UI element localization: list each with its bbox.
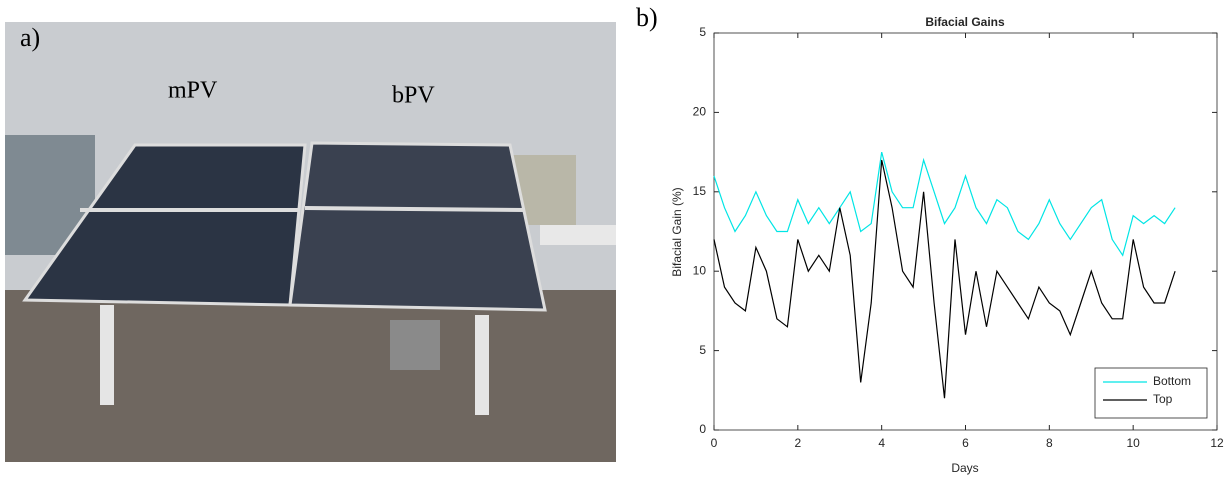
x-tick-label: 2: [794, 436, 801, 450]
x-tick-label: 12: [1210, 436, 1224, 450]
legend-label: Bottom: [1153, 374, 1191, 388]
caption: mPV: [168, 78, 218, 104]
panel-bpv: [288, 141, 547, 312]
y-axis-label: Bifacial Gain (%): [670, 187, 684, 276]
series-line: [713, 151, 1176, 257]
frame: [304, 206, 526, 212]
x-tick-label: 0: [711, 436, 718, 450]
post: [475, 315, 489, 415]
y-tick-label: 5: [699, 25, 706, 39]
x-tick-label: 4: [878, 436, 885, 450]
y-tick-label: 5: [699, 343, 706, 357]
x-tick-label: 6: [962, 436, 969, 450]
roof: [5, 290, 616, 462]
legend: [1094, 367, 1208, 419]
x-tick-label: 8: [1046, 436, 1053, 450]
y-tick-label: 10: [693, 263, 707, 277]
y-tick-label: 20: [693, 105, 707, 119]
plot-area: [713, 32, 1218, 431]
x-tick-label: 10: [1126, 436, 1140, 450]
panel-label: b): [636, 3, 658, 32]
y-tick-label: 0: [699, 422, 706, 436]
pipe: [540, 225, 616, 245]
box: [390, 320, 440, 370]
panel-label: a): [20, 23, 40, 52]
y-tick-label: 15: [693, 184, 707, 198]
legend-label: Top: [1153, 392, 1173, 406]
chart-title: Bifacial Gains: [925, 15, 1005, 29]
x-axis-label: Days: [951, 461, 978, 475]
post: [100, 305, 114, 405]
series-line: [713, 159, 1176, 399]
caption: bPV: [392, 83, 435, 109]
photo: a) mPV bPV: [5, 22, 616, 462]
